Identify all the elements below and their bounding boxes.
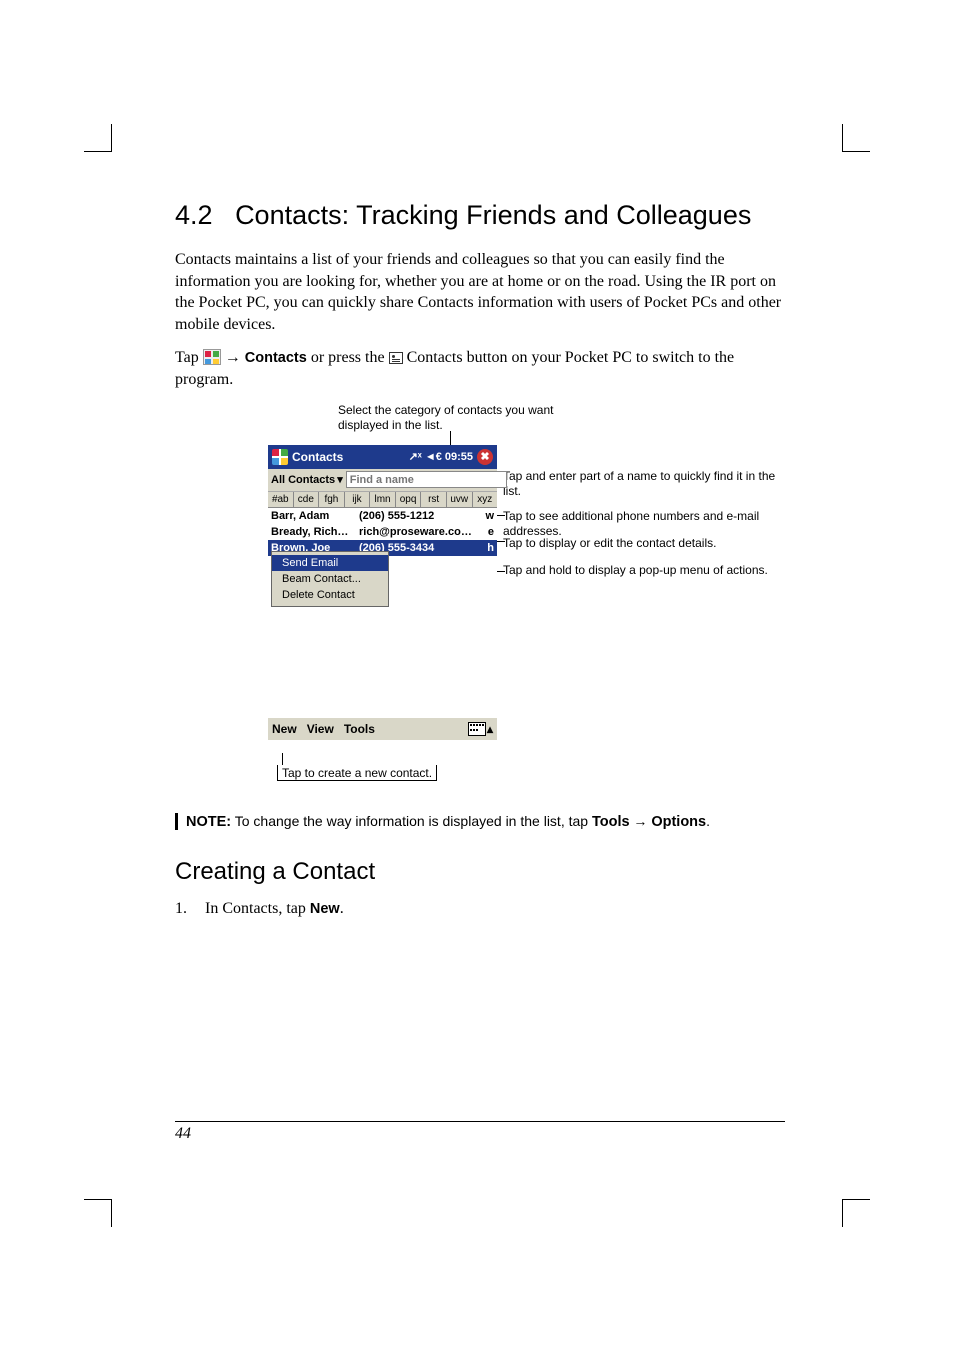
device-screenshot: Contacts ↗ˣ ◄€ 09:55 ✖ All Contacts ▾ #a… [268,445,497,740]
subheading: Creating a Contact [175,858,785,886]
page-content: 4.2 Contacts: Tracking Friends and Colle… [175,200,785,918]
text: Tap [175,349,203,366]
contact-row[interactable]: Bready, Rich… rich@proseware.co… e [268,524,497,540]
alpha-tab[interactable]: lmn [370,492,396,508]
section-number: 4.2 [175,200,213,230]
note-text: To change the way information is display… [231,813,592,829]
alpha-tab[interactable]: opq [396,492,422,508]
contacts-button-icon [389,352,403,364]
callout-new: Tap to create a new contact. [277,765,437,781]
alpha-tab[interactable]: ijk [345,492,371,508]
step-1: 1. In Contacts, tap New. [175,900,785,918]
contact-tag: w [480,510,494,522]
sip-keyboard-button[interactable]: ▴ [468,722,493,736]
tap-paragraph: Tap → Contacts or press the Contacts but… [175,347,785,390]
period: . [340,900,344,917]
callout-details: Tap to display or edit the contact detai… [503,536,793,552]
menu-view[interactable]: View [307,722,334,736]
contact-name: Bready, Rich… [271,526,359,538]
leader-line [282,753,283,765]
alpha-tab[interactable]: rst [421,492,447,508]
menu-tools[interactable]: Tools [344,722,375,736]
alpha-strip[interactable]: #ab cde fgh ijk lmn opq rst uvw xyz [268,491,497,508]
speaker-icon: ◄€ [425,451,442,463]
alpha-tab[interactable]: xyz [473,492,498,508]
alpha-tab[interactable]: cde [294,492,320,508]
contact-name: Barr, Adam [271,510,359,522]
close-button[interactable]: ✖ [477,449,493,465]
new-label: New [310,901,340,917]
chevron-up-icon: ▴ [487,722,493,736]
category-label: All Contacts [271,474,335,486]
contact-tag: h [480,542,494,554]
period: . [706,813,710,829]
section-title-text: Contacts: Tracking Friends and Colleague… [235,200,751,230]
tools-label: Tools [592,814,630,830]
arrow-icon: → [630,813,652,829]
callout-find: Tap and enter part of a name to quickly … [503,469,793,500]
connectivity-icon: ↗ˣ [409,450,422,463]
menu-send-email[interactable]: Send Email [272,555,388,571]
alpha-tab[interactable]: uvw [447,492,473,508]
crop-mark [842,124,870,152]
status-area: ↗ˣ ◄€ 09:55 [409,450,473,463]
contact-value: rich@proseware.co… [359,526,480,538]
contact-tag: e [480,526,494,538]
crop-mark [84,1199,112,1227]
titlebar: Contacts ↗ˣ ◄€ 09:55 ✖ [268,445,497,469]
figure: Select the category of contacts you want… [175,403,785,793]
clock: 09:55 [445,451,473,463]
section-title: 4.2 Contacts: Tracking Friends and Colle… [175,200,785,231]
note: NOTE: To change the way information is d… [175,813,785,830]
step-text: In Contacts, tap [205,900,310,917]
toolbar: All Contacts ▾ [268,469,497,491]
contacts-label: Contacts [245,350,307,366]
category-dropdown[interactable]: All Contacts ▾ [271,473,343,486]
start-icon [203,349,221,365]
crop-mark [842,1199,870,1227]
menu-delete-contact[interactable]: Delete Contact [272,587,388,603]
leader-line [450,431,451,445]
intro-paragraph: Contacts maintains a list of your friend… [175,249,785,335]
find-name-input[interactable] [346,471,507,488]
note-bar [175,813,178,830]
page-number: 44 [175,1125,191,1142]
chevron-down-icon: ▾ [337,473,343,486]
context-menu: Send Email Beam Contact... Delete Contac… [271,551,389,607]
menu-beam-contact[interactable]: Beam Contact... [272,571,388,587]
contact-row[interactable]: Barr, Adam (206) 555-1212 w [268,508,497,524]
crop-mark [84,124,112,152]
text: or press the [307,349,389,366]
note-label: NOTE: [186,814,231,830]
contact-value: (206) 555-1212 [359,510,480,522]
alpha-tab[interactable]: #ab [268,492,294,508]
app-title: Contacts [292,450,409,464]
page-footer: 44 [175,1121,785,1143]
options-label: Options [651,814,706,830]
alpha-tab[interactable]: fgh [319,492,345,508]
callout-category: Select the category of contacts you want… [338,403,568,433]
arrow-icon: → [225,349,241,366]
bottom-bar: New View Tools ▴ [268,718,497,740]
callout-popup: Tap and hold to display a pop-up menu of… [503,563,793,579]
step-number: 1. [175,900,187,918]
menu-new[interactable]: New [272,722,297,736]
contact-list: Barr, Adam (206) 555-1212 w Bready, Rich… [268,508,497,718]
start-menu-icon[interactable] [272,449,288,465]
